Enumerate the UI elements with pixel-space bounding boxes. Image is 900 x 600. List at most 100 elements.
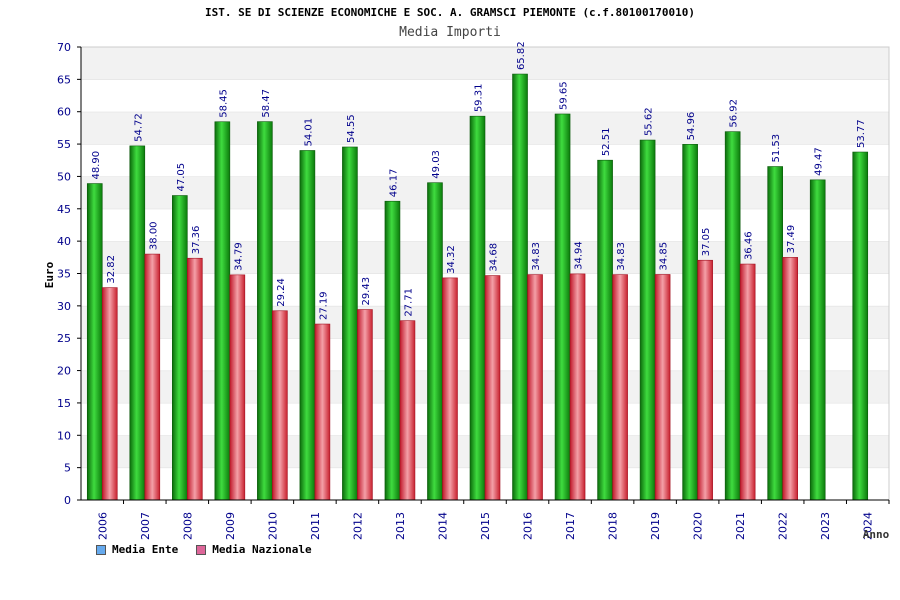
data-label: 54.96 xyxy=(686,112,697,141)
data-label: 37.05 xyxy=(701,228,712,257)
data-label: 54.55 xyxy=(346,114,357,143)
x-tick-label: 2020 xyxy=(692,512,705,540)
data-label: 65.82 xyxy=(516,41,527,70)
data-label: 48.90 xyxy=(91,151,102,180)
bar-ente xyxy=(639,139,656,501)
bar-nazionale xyxy=(654,274,671,501)
data-label: 58.47 xyxy=(261,89,272,118)
y-tick-label: 10 xyxy=(57,429,71,442)
data-label: 34.83 xyxy=(531,242,542,271)
x-tick-label: 2024 xyxy=(862,512,875,540)
bar-nazionale xyxy=(101,287,118,501)
bar-nazionale xyxy=(442,277,458,501)
bar-ente xyxy=(809,179,826,501)
y-tick-label: 50 xyxy=(57,170,71,183)
bar-nazionale xyxy=(272,310,288,501)
data-label: 53.77 xyxy=(856,119,867,148)
bar-ente xyxy=(427,182,443,501)
bar-nazionale xyxy=(739,263,756,501)
x-tick-label: 2015 xyxy=(479,512,492,540)
y-tick-label: 25 xyxy=(57,332,71,345)
bar-ente xyxy=(597,159,613,501)
x-tick-label: 2012 xyxy=(351,512,364,540)
data-label: 55.62 xyxy=(644,107,655,136)
data-label: 29.43 xyxy=(361,277,372,306)
bar-nazionale xyxy=(229,274,246,501)
data-label: 49.47 xyxy=(814,147,825,176)
y-tick-label: 60 xyxy=(57,106,71,119)
y-tick-label: 55 xyxy=(57,138,71,151)
x-tick-label: 2022 xyxy=(777,512,790,540)
bar-nazionale xyxy=(569,273,586,501)
bar-nazionale xyxy=(399,320,416,501)
x-tick-label: 2017 xyxy=(564,512,577,540)
bar-ente xyxy=(342,146,358,501)
x-tick-label: 2011 xyxy=(309,512,322,540)
bar-nazionale xyxy=(357,309,373,501)
data-label: 34.79 xyxy=(233,242,244,271)
bar-ente xyxy=(214,121,231,501)
y-tick-label: 65 xyxy=(57,73,71,86)
legend-item-nazionale: Media Nazionale xyxy=(196,543,312,556)
bar-nazionale xyxy=(782,257,798,501)
data-label: 37.49 xyxy=(786,225,797,254)
y-tick-label: 45 xyxy=(57,203,71,216)
bar-ente xyxy=(554,113,571,501)
data-label: 36.46 xyxy=(744,231,755,260)
bar-ente xyxy=(724,131,741,501)
bar-ente xyxy=(512,73,528,501)
bar-nazionale xyxy=(144,253,161,501)
chart-title: IST. SE DI SCIENZE ECONOMICHE E SOC. A. … xyxy=(204,6,696,19)
bar-nazionale xyxy=(187,257,203,501)
grid-band xyxy=(81,47,889,80)
data-label: 34.32 xyxy=(446,245,457,274)
bar-ente xyxy=(257,121,273,501)
grid-band xyxy=(81,79,889,112)
bar-ente xyxy=(682,144,698,501)
x-tick-label: 2021 xyxy=(734,512,747,540)
data-label: 54.01 xyxy=(303,118,314,147)
data-label: 34.85 xyxy=(659,242,670,271)
data-label: 59.65 xyxy=(559,81,570,110)
bar-nazionale xyxy=(484,275,501,501)
x-tick-label: 2019 xyxy=(649,512,662,540)
data-label: 34.83 xyxy=(616,242,627,271)
data-label: 52.51 xyxy=(601,128,612,157)
legend-swatch-ente xyxy=(96,544,106,555)
bar-ente xyxy=(299,150,316,501)
data-label: 56.92 xyxy=(729,99,740,128)
bar-nazionale xyxy=(527,274,543,501)
bar-ente xyxy=(172,195,188,501)
x-axis-label: Anno xyxy=(863,528,890,541)
legend-item-ente: Media Ente xyxy=(96,543,178,556)
x-tick-label: 2018 xyxy=(607,512,620,540)
y-tick-label: 70 xyxy=(57,41,71,54)
x-tick-label: 2013 xyxy=(394,512,407,540)
x-tick-label: 2008 xyxy=(181,512,194,540)
x-tick-label: 2009 xyxy=(224,512,237,540)
x-tick-label: 2006 xyxy=(96,512,109,540)
data-label: 34.68 xyxy=(489,243,500,272)
bar-nazionale xyxy=(612,274,628,501)
legend-swatch-nazionale xyxy=(196,544,207,555)
data-label: 37.36 xyxy=(191,226,202,255)
legend: Media Ente Media Nazionale xyxy=(96,543,330,556)
x-tick-label: 2023 xyxy=(819,512,832,540)
x-tick-label: 2014 xyxy=(436,512,449,540)
data-label: 29.24 xyxy=(276,278,287,307)
x-tick-label: 2016 xyxy=(522,512,535,540)
data-label: 27.71 xyxy=(403,288,414,317)
y-tick-label: 15 xyxy=(57,397,71,410)
data-label: 46.17 xyxy=(388,169,399,198)
y-axis-label: Euro xyxy=(43,261,56,288)
bar-ente xyxy=(86,183,103,501)
data-label: 49.03 xyxy=(431,150,442,179)
data-label: 54.72 xyxy=(133,113,144,142)
y-tick-label: 40 xyxy=(57,235,71,248)
legend-label-ente: Media Ente xyxy=(112,543,179,556)
bar-ente xyxy=(852,151,869,501)
data-label: 27.19 xyxy=(318,291,329,320)
bar-ente xyxy=(469,115,486,501)
bar-nazionale xyxy=(314,323,331,501)
bar-ente xyxy=(384,200,401,501)
